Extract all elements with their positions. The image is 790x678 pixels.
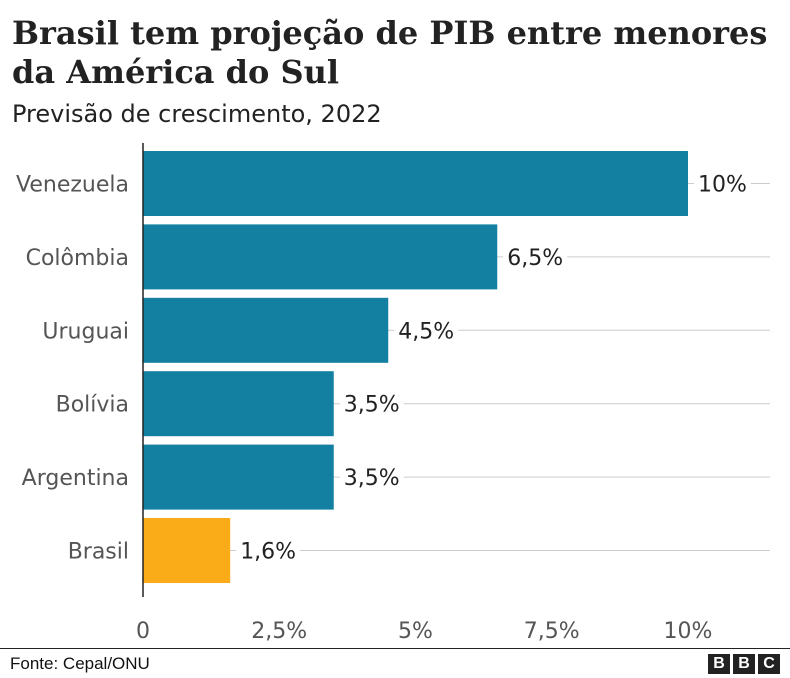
x-tick-label: 10%	[664, 619, 713, 644]
x-tick-label: 2,5%	[251, 619, 307, 644]
value-label-background	[503, 244, 568, 272]
bbc-logo-letter: C	[758, 654, 780, 674]
bbc-logo-letter: B	[733, 654, 755, 674]
value-label: 10%	[698, 173, 747, 198]
x-tick-label: 7,5%	[524, 619, 580, 644]
bars	[143, 151, 688, 583]
value-labels: 10% 6,5% 4,5% 3,5% 3,5% 1,6%	[236, 171, 751, 566]
value-label: 1,6%	[240, 540, 296, 565]
value-label: 3,5%	[344, 393, 400, 418]
category-label: Colômbia	[26, 246, 129, 271]
bar	[143, 371, 334, 437]
chart-title: Brasil tem projeção de PIB entre menores…	[12, 14, 768, 91]
bar	[143, 297, 389, 363]
value-label: 6,5%	[507, 246, 563, 271]
bbc-logo-letter: B	[708, 654, 730, 674]
category-label: Brasil	[68, 540, 129, 565]
value-label-background	[236, 538, 301, 566]
value-label: 3,5%	[344, 466, 400, 491]
x-tick-labels: 0 2,5% 5% 7,5% 10%	[136, 619, 712, 644]
bar	[143, 518, 231, 583]
category-label: Uruguai	[42, 319, 129, 344]
x-tick-label: 0	[136, 619, 150, 644]
value-label-background	[694, 171, 751, 199]
bar	[143, 444, 334, 510]
category-label: Argentina	[22, 466, 129, 491]
footer-divider	[0, 648, 790, 649]
bar	[143, 151, 688, 216]
bar	[143, 224, 498, 290]
bbc-logo: B B C	[708, 654, 780, 674]
value-label-background	[339, 391, 404, 419]
category-label: Bolívia	[56, 393, 129, 418]
source-note: Fonte: Cepal/ONU	[10, 654, 150, 673]
chart-subtitle: Previsão de crescimento, 2022	[12, 100, 382, 128]
category-labels: Venezuela Colômbia Uruguai Bolívia Argentina…	[16, 173, 129, 565]
bar-chart: Venezuela Colômbia Uruguai Bolívia Argentina…	[16, 143, 770, 644]
x-tick-label: 5%	[398, 619, 433, 644]
category-label: Venezuela	[16, 173, 129, 198]
value-label-background	[339, 465, 404, 493]
value-label: 4,5%	[398, 319, 454, 344]
value-label-background	[394, 318, 459, 346]
